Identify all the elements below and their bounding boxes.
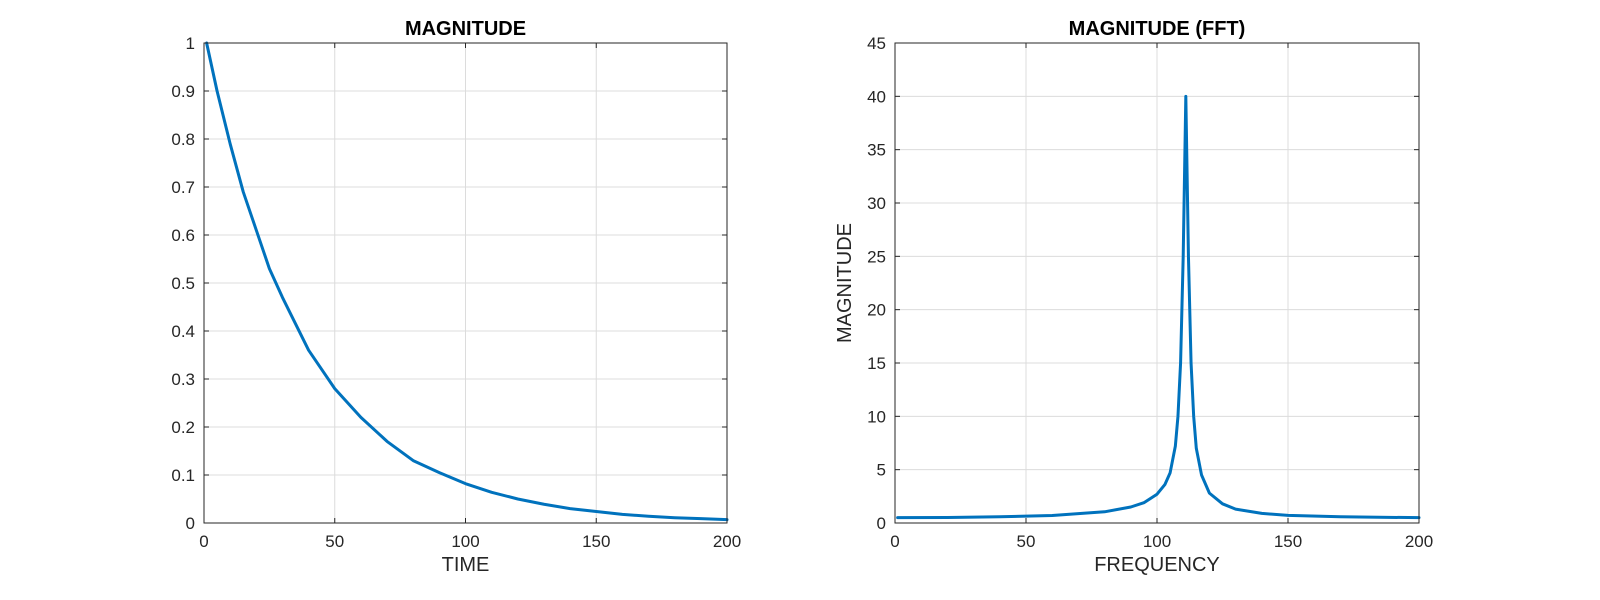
- x-tick-label: 150: [1274, 532, 1302, 551]
- y-axis-label: MAGNITUDE: [834, 223, 856, 343]
- y-tick-label: 20: [867, 301, 886, 320]
- y-tick-label: 40: [867, 87, 886, 106]
- time-domain-plot: 0 50 100 150 200 0 0.1 0.2 0.3 0.4 0.5 0.6 0.7 0.8 0.9…: [171, 18, 741, 576]
- y-tick-label: 0.9: [171, 82, 195, 101]
- y-tick-label: 0.3: [171, 370, 195, 389]
- series-line: [205, 41, 729, 522]
- y-tick-label: 10: [867, 407, 886, 426]
- x-tick-label: 150: [582, 532, 610, 551]
- x-tick-label: 100: [1143, 532, 1171, 551]
- y-tick-label: 30: [867, 194, 886, 213]
- y-tick-label: 25: [867, 247, 886, 266]
- y-tick-label: 0.5: [171, 274, 195, 293]
- x-tick-label: 200: [1405, 532, 1433, 551]
- y-tick-label: 0.2: [171, 418, 195, 437]
- chart-title: MAGNITUDE (FFT): [1069, 18, 1246, 40]
- y-tick-label: 0.8: [171, 130, 195, 149]
- x-axis-label: FREQUENCY: [1094, 554, 1220, 576]
- y-tick-label: 35: [867, 141, 886, 160]
- x-tick-label: 0: [199, 532, 208, 551]
- chart-title: MAGNITUDE: [405, 18, 526, 40]
- x-tick-label: 0: [890, 532, 899, 551]
- x-tick-label: 200: [713, 532, 741, 551]
- y-tick-label: 0.1: [171, 466, 195, 485]
- y-tick-label: 0: [877, 514, 886, 533]
- y-tick-label: 1: [186, 34, 195, 53]
- y-tick-label: 5: [877, 461, 886, 480]
- x-tick-label: 50: [325, 532, 344, 551]
- axes-frame: [203, 42, 728, 524]
- y-tick-label: 0.6: [171, 226, 195, 245]
- y-tick-label: 0: [186, 514, 195, 533]
- y-tick-label: 0.7: [171, 178, 195, 197]
- y-tick-label: 0.4: [171, 322, 195, 341]
- series-line: [896, 94, 1421, 520]
- frequency-domain-plot: 0 50 100 150 200 0 5 10 15 20 25 30 35 40 45 MAGNITUDE …: [834, 18, 1433, 576]
- x-tick-label: 100: [451, 532, 479, 551]
- y-tick-label: 15: [867, 354, 886, 373]
- y-tick-label: 45: [867, 34, 886, 53]
- axes-frame: [894, 42, 1420, 524]
- x-axis-label: TIME: [442, 554, 490, 576]
- x-tick-label: 50: [1017, 532, 1036, 551]
